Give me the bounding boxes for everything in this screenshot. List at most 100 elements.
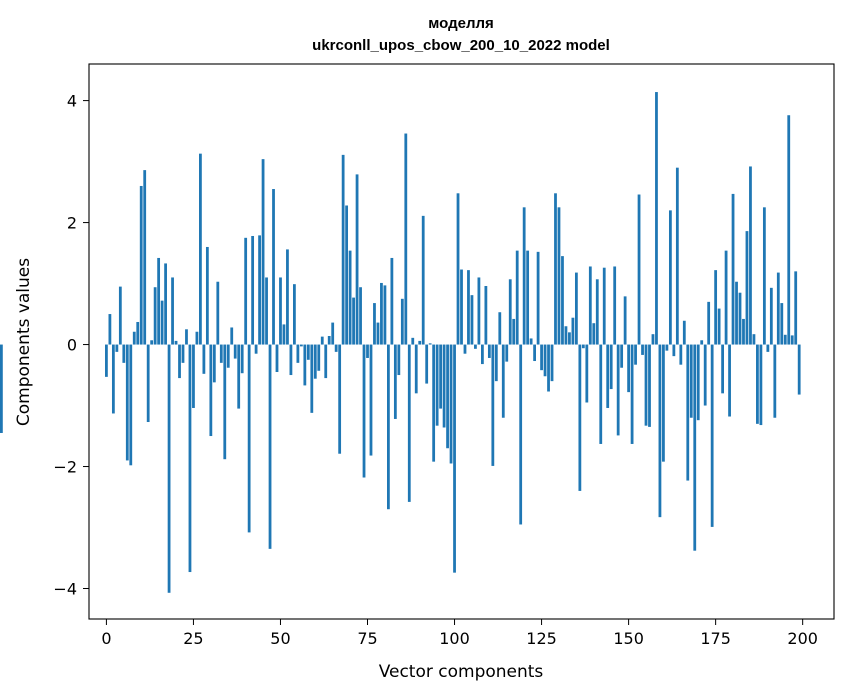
bar-54 <box>293 284 296 345</box>
bar-136 <box>578 344 582 491</box>
bar-10 <box>139 185 143 345</box>
bar-102 <box>460 269 463 345</box>
bar-92 <box>425 344 429 384</box>
bar-40 <box>244 237 248 345</box>
bar-91 <box>421 215 425 345</box>
bar-111 <box>491 344 495 466</box>
bar-142 <box>599 344 603 444</box>
bar-171 <box>700 340 704 345</box>
bar-31 <box>212 344 216 383</box>
bar-15 <box>157 257 161 345</box>
bar-181 <box>735 281 738 345</box>
bar-26 <box>195 331 199 345</box>
bar-134 <box>571 317 575 345</box>
bar-48 <box>272 189 275 345</box>
bar-46 <box>265 277 268 345</box>
bar-122 <box>529 338 533 345</box>
bar-109 <box>484 286 488 345</box>
bar-51 <box>282 324 286 345</box>
bar-16 <box>160 300 164 345</box>
x-tick-label: 50 <box>270 629 290 648</box>
bar-151 <box>630 344 634 444</box>
bar-14 <box>153 287 157 345</box>
y-tick-label: 4 <box>67 92 77 111</box>
bar-60 <box>313 344 317 379</box>
bar-107 <box>477 277 481 345</box>
bar-153 <box>637 194 641 345</box>
x-tick-label: 125 <box>526 629 557 648</box>
y-axis-label: Components values <box>14 258 34 426</box>
bar-128 <box>550 344 554 382</box>
chart-title-line-1: моделля <box>428 15 494 32</box>
bar-37 <box>233 344 237 359</box>
bar-114 <box>501 344 505 418</box>
bar-29 <box>205 246 209 345</box>
bar-140 <box>592 323 596 345</box>
bar-85 <box>400 298 404 345</box>
bar-79 <box>380 282 383 345</box>
bar-137 <box>581 344 585 349</box>
bar-155 <box>644 344 648 426</box>
bar-188 <box>759 344 763 426</box>
bar-99 <box>449 344 453 464</box>
bar-199 <box>797 344 801 395</box>
bar-67 <box>338 344 342 454</box>
bar-7 <box>129 344 133 466</box>
bar-18 <box>167 344 171 593</box>
bar-176 <box>717 308 721 345</box>
bar-88 <box>411 337 415 345</box>
bar-127 <box>547 344 550 392</box>
bar-147 <box>616 344 620 436</box>
bar-123 <box>533 344 536 362</box>
plot-frame <box>88 63 835 620</box>
bar-152 <box>634 344 637 365</box>
bar-113 <box>498 312 502 345</box>
bar-27 <box>199 153 202 345</box>
bar-191 <box>769 287 773 345</box>
bar-165 <box>679 344 683 365</box>
bar-73 <box>359 287 362 345</box>
chart-title-line-2: ukrconll_upos_cbow_200_10_2022 model <box>312 37 610 54</box>
bar-49 <box>275 344 279 372</box>
bar-8 <box>132 331 136 345</box>
bar-141 <box>595 279 599 345</box>
bar-160 <box>662 344 665 462</box>
bar-28 <box>202 344 206 374</box>
bar-93 <box>428 343 432 345</box>
bar-146 <box>613 266 617 345</box>
x-axis-label: Vector components <box>379 662 544 682</box>
bar-50 <box>279 277 282 345</box>
bar-96 <box>439 344 443 409</box>
bar-82 <box>390 257 394 345</box>
bar-95 <box>435 344 439 426</box>
bar-183 <box>742 318 745 345</box>
bar-158 <box>655 92 658 345</box>
bar-118 <box>515 250 519 345</box>
bar-126 <box>543 344 547 377</box>
bar-77 <box>373 303 376 345</box>
bar-194 <box>780 303 784 345</box>
bar-5 <box>122 344 126 363</box>
bar-138 <box>585 344 589 403</box>
bar-180 <box>731 193 735 345</box>
bar-110 <box>487 344 491 358</box>
bar-175 <box>714 270 718 345</box>
bar-178 <box>724 250 728 345</box>
bar-76 <box>369 344 373 456</box>
x-tick-label: 0 <box>101 629 111 648</box>
bar-86 <box>404 133 408 345</box>
bar-84 <box>397 344 401 376</box>
y-tick-label: 0 <box>67 336 77 355</box>
bar-103 <box>463 344 467 354</box>
bar-47 <box>268 344 272 549</box>
bar-168 <box>689 344 693 418</box>
bar-13 <box>150 340 154 345</box>
bar-164 <box>675 167 679 345</box>
bar-112 <box>494 344 498 382</box>
bar-198 <box>794 271 798 345</box>
bar-57 <box>303 344 307 386</box>
bar-119 <box>519 344 523 525</box>
bar-75 <box>366 344 369 358</box>
bar-3 <box>115 344 119 352</box>
